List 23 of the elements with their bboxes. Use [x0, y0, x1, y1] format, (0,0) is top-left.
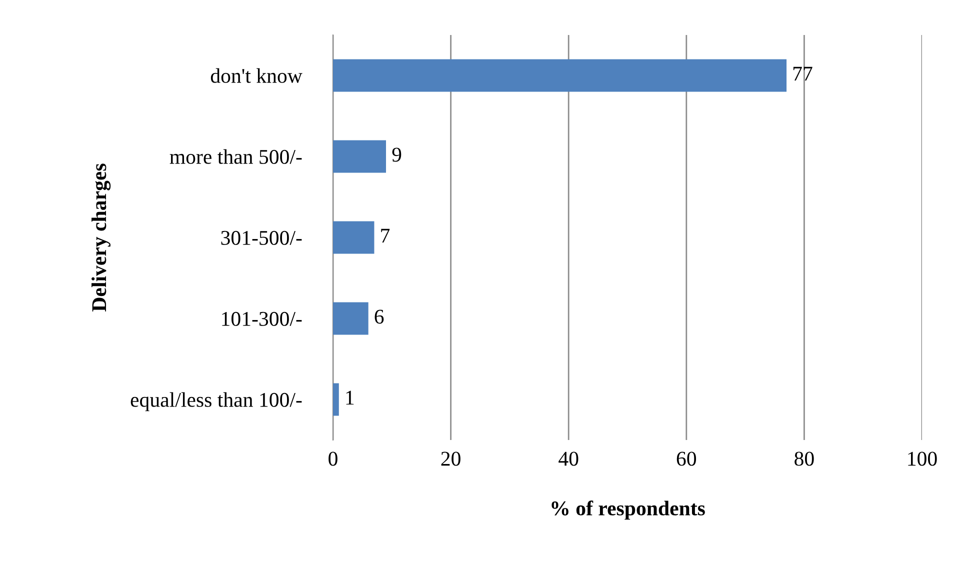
x-tick-label: 20: [441, 452, 460, 466]
y-tick-label: 301-500/-: [221, 230, 302, 245]
x-axis-title: % of respondents: [552, 500, 705, 520]
data-label: 1: [346, 390, 354, 405]
y-tick-label: more than 500/-: [170, 149, 302, 164]
x-tick-label: 60: [676, 452, 696, 466]
x-tick-label: 40: [558, 452, 578, 466]
x-tick-label: 80: [794, 452, 814, 466]
data-label: 6: [374, 310, 384, 324]
bar: [333, 140, 386, 173]
x-tick-label: 0: [328, 452, 338, 466]
y-axis-title: Delivery charges: [92, 164, 111, 312]
y-tick-label: 101-300/-: [222, 312, 302, 326]
bar: [333, 383, 339, 416]
x-tick-label: 100: [908, 452, 937, 466]
data-label: 9: [392, 148, 402, 162]
bar: [333, 221, 374, 254]
data-label: 7: [381, 228, 390, 243]
data-label: 77: [793, 66, 812, 81]
y-tick-label: don't know: [210, 68, 302, 83]
bar: [333, 302, 368, 335]
bar: [333, 59, 787, 92]
y-tick-label: equal/less than 100/-: [130, 392, 302, 412]
